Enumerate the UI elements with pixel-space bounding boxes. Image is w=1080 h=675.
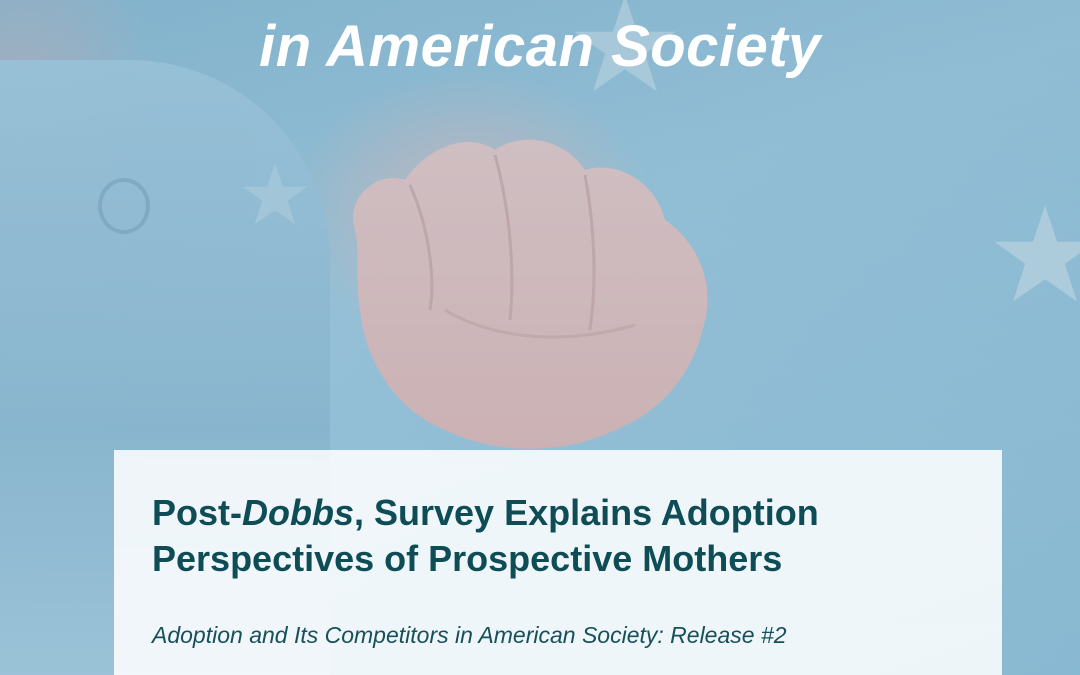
snap-button-graphic <box>98 178 150 234</box>
star-decoration-icon <box>242 163 308 225</box>
title-emphasis: Dobbs <box>242 492 354 533</box>
baby-hand-graphic <box>353 139 708 449</box>
star-decoration-icon <box>994 205 1080 302</box>
article-card[interactable]: Post-Dobbs, Survey Explains Adoption Per… <box>114 450 1002 675</box>
title-rest: , Survey Explains Adoption Perspectives … <box>152 492 819 579</box>
title-prefix: Post- <box>152 492 242 533</box>
article-title[interactable]: Post-Dobbs, Survey Explains Adoption Per… <box>152 490 972 582</box>
headline-text: in American Society <box>259 14 821 79</box>
article-subtitle: Adoption and Its Competitors in American… <box>152 622 787 648</box>
star-decoration-icon <box>574 0 676 92</box>
